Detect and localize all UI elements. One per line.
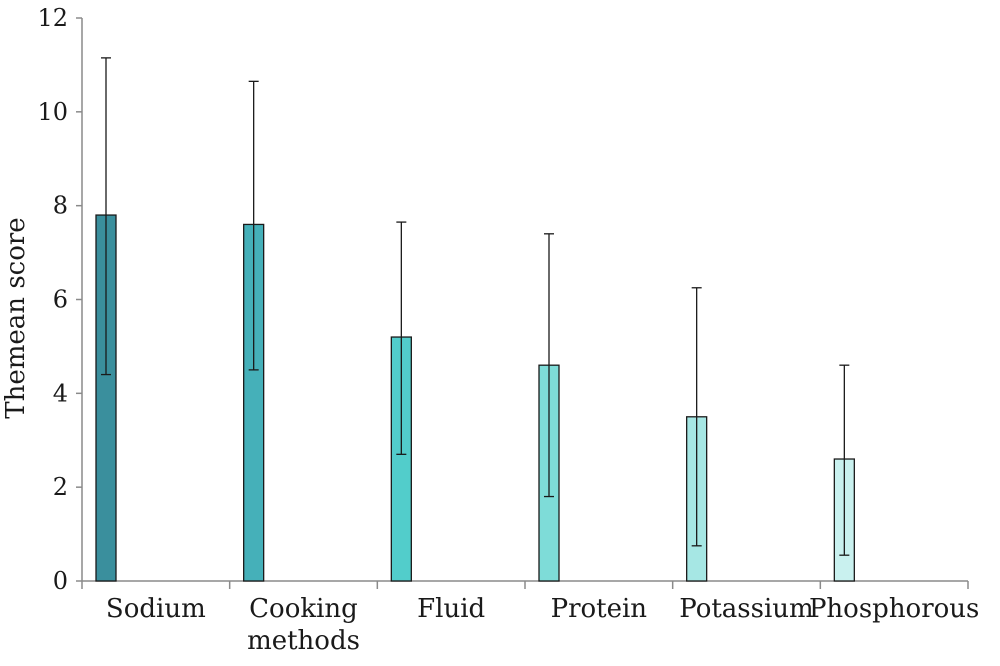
- y-tick-label: 4: [53, 379, 68, 407]
- x-category-label: Potassium: [679, 594, 813, 624]
- x-category-label: Protein: [551, 594, 648, 624]
- y-tick-label: 0: [53, 567, 68, 595]
- y-axis-title: Themean score: [1, 217, 31, 418]
- axes: [76, 17, 969, 589]
- labels: 0 2 4 6 8 10 12 Sodium Cooking methods Fluid Protei…: [37, 4, 979, 656]
- y-tick-label: 12: [37, 4, 68, 32]
- y-tick-label: 6: [53, 286, 68, 314]
- y-tick-label: 2: [53, 473, 68, 501]
- bars: [95, 214, 855, 582]
- x-category-label: Fluid: [417, 594, 485, 624]
- error-bars: [101, 57, 850, 556]
- x-category-label: Sodium: [106, 594, 206, 624]
- y-tick-label: 10: [37, 98, 68, 126]
- x-category-label: Cooking methods: [247, 594, 360, 656]
- x-category-label: Phosphorous: [809, 594, 979, 624]
- y-tick-label: 8: [53, 192, 68, 220]
